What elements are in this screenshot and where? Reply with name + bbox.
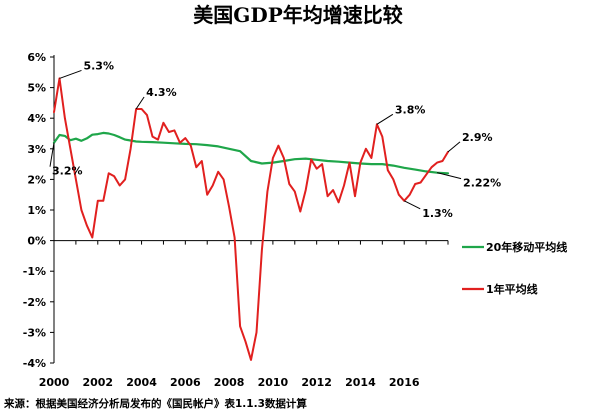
y-tick-label: -4% — [23, 357, 46, 370]
annotations-group: 5.3% 3.2% 4.3% 3.8% 1.3% 2.9% 2.22% — [49, 59, 501, 220]
axes: 6% 5% 4% 3% 2% 1% 0% -1% -2% -3% -4% 2000 2002 2004 20… — [23, 51, 449, 389]
annotation-label: 2.9% — [462, 131, 493, 144]
x-tick-label: 2004 — [126, 376, 157, 389]
y-tick-label: 6% — [27, 51, 46, 64]
x-tick-label: 2012 — [301, 376, 332, 389]
y-tick-label: 1% — [27, 204, 46, 217]
annotation-label: 4.3% — [146, 86, 177, 99]
annotation-label: 1.3% — [422, 207, 453, 220]
series-line-1yr-average — [53, 77, 449, 361]
annotation-leader — [436, 172, 462, 180]
x-tick-label: 2014 — [345, 376, 376, 389]
annotation-leader — [49, 142, 55, 167]
annotation-label: 3.8% — [395, 103, 426, 116]
x-tick-label: 2006 — [170, 376, 201, 389]
y-tick-label: 5% — [27, 82, 46, 95]
legend: 20年移动平均线 1年平均线 — [462, 240, 567, 296]
y-tick-label: 4% — [27, 112, 46, 125]
x-tick-label: 2002 — [82, 376, 113, 389]
annotation-leader — [135, 96, 145, 110]
legend-label: 1年平均线 — [486, 282, 538, 296]
x-tick-label: 2000 — [39, 376, 70, 389]
y-tick-label: -2% — [23, 296, 46, 309]
source-note: 来源：根据美国经济分析局发布的《国民帐户》表1.1.3数据计算 — [3, 397, 307, 410]
x-tick-label: 2010 — [258, 376, 289, 389]
y-tick-label: 2% — [27, 173, 46, 186]
annotation-leader — [447, 141, 461, 153]
x-tick-label: 2008 — [214, 376, 245, 389]
chart-title: 美国GDP年均增速比较 — [193, 3, 402, 27]
series-group — [52, 77, 450, 361]
y-tick-label: 3% — [27, 143, 46, 156]
series-line-20yr-moving-average — [52, 131, 450, 175]
annotation-leader — [59, 69, 82, 79]
x-tick-label: 2016 — [389, 376, 420, 389]
y-tick-label: -1% — [23, 265, 46, 278]
annotation-label: 2.22% — [463, 177, 501, 190]
annotation-label: 3.2% — [52, 165, 83, 178]
annotation-leader — [403, 200, 421, 210]
annotation-label: 5.3% — [83, 59, 114, 72]
annotation-leader — [376, 113, 394, 125]
legend-label: 20年移动平均线 — [486, 240, 567, 254]
y-tick-label: 0% — [27, 235, 46, 248]
y-tick-label: -3% — [23, 326, 46, 339]
